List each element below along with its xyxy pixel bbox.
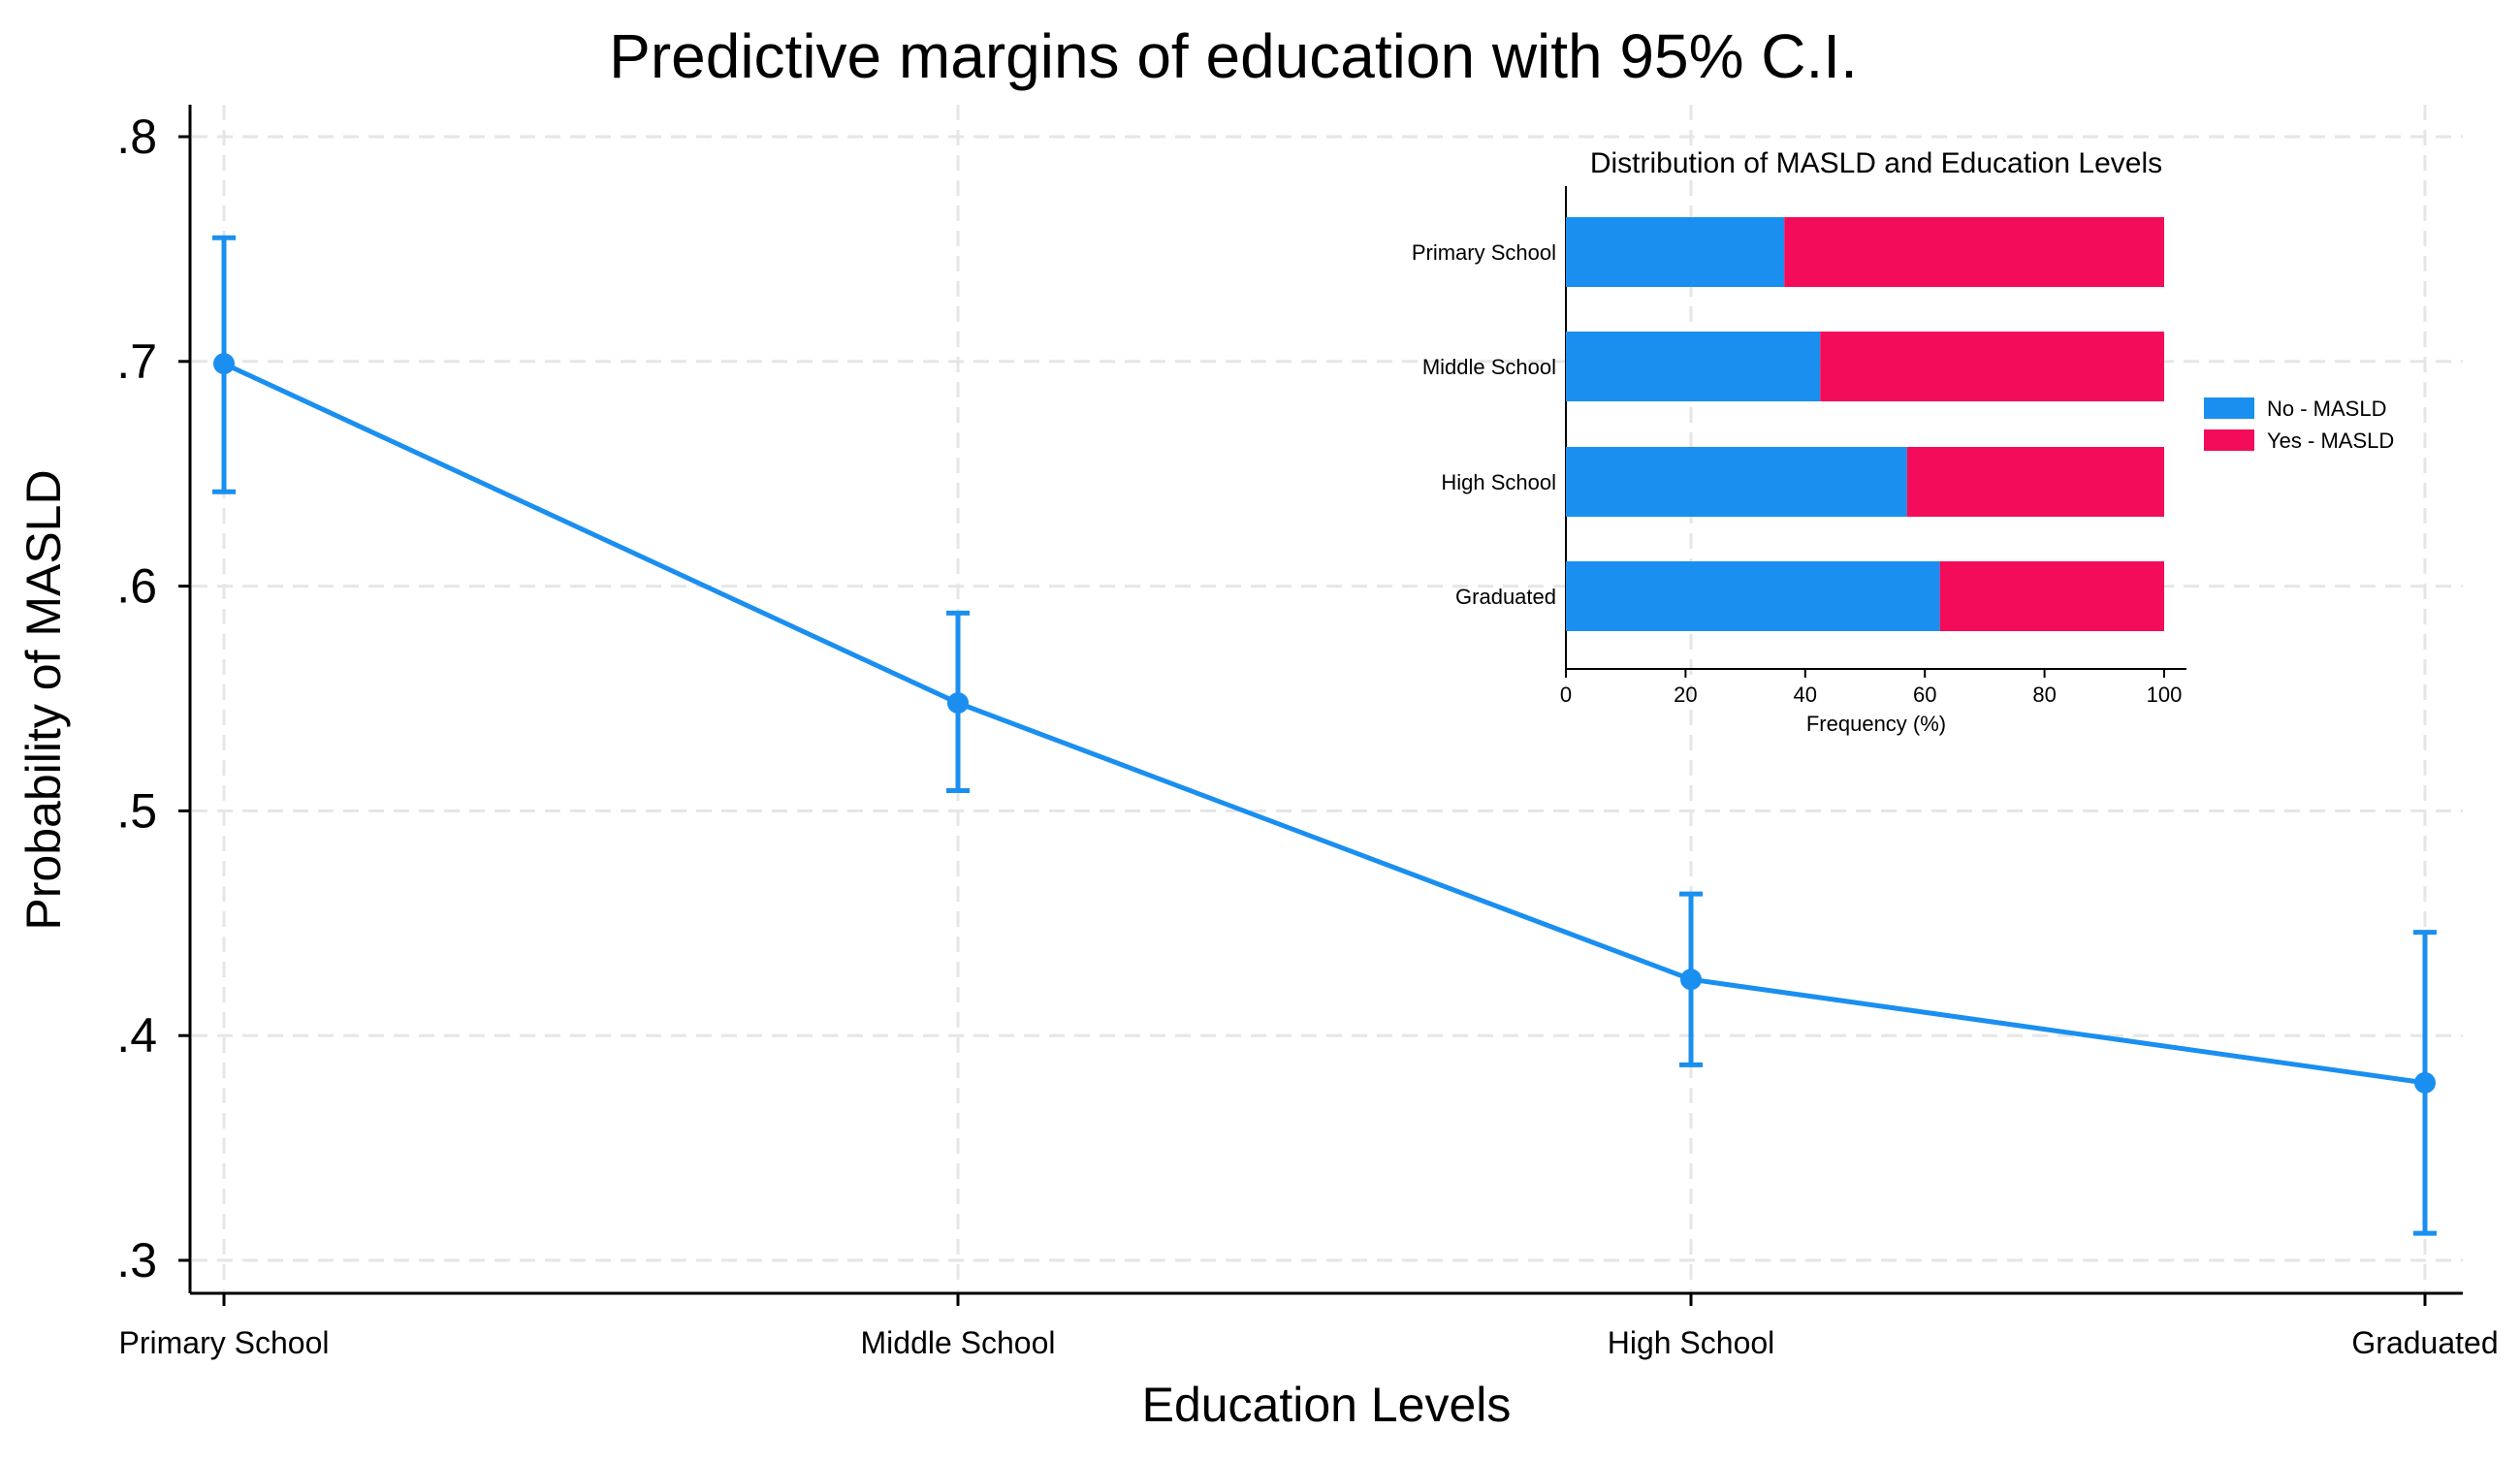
main-x-axis-label: Education Levels bbox=[1142, 1378, 1512, 1432]
inset-title: Distribution of MASLD and Education Leve… bbox=[1590, 147, 2162, 179]
main-y-tick-label: .3 bbox=[116, 1233, 157, 1287]
inset-bar-segment bbox=[1566, 332, 1821, 401]
inset-chart: Distribution of MASLD and Education Leve… bbox=[1412, 147, 2394, 736]
inset-category-label: High School bbox=[1441, 470, 1556, 494]
main-series-line bbox=[222, 361, 2426, 1086]
main-points bbox=[213, 353, 2436, 1094]
main-data-point bbox=[2414, 1071, 2436, 1094]
inset-legend-label: Yes - MASLD bbox=[2267, 429, 2394, 453]
inset-category-labels: Primary School Middle School High School Gr… bbox=[1412, 240, 1556, 609]
main-y-tick-label: .4 bbox=[116, 1008, 157, 1063]
inset-x-tick-label: 80 bbox=[2032, 683, 2056, 707]
main-title: Predictive margins of education with 95%… bbox=[609, 21, 1858, 91]
inset-category-label: Graduated bbox=[1455, 585, 1556, 609]
inset-legend-label: No - MASLD bbox=[2267, 397, 2386, 421]
main-y-ticks: .3 .4 .5 .6 .7 .8 bbox=[116, 110, 190, 1287]
inset-legend: No - MASLD Yes - MASLD bbox=[2204, 397, 2394, 453]
main-series-polyline bbox=[222, 361, 2426, 1086]
inset-bar-segment bbox=[1939, 561, 2164, 631]
inset-category-label: Middle School bbox=[1422, 355, 1556, 379]
inset-bar-segment bbox=[1566, 217, 1785, 287]
inset-bar-segment bbox=[1784, 217, 2164, 287]
main-y-tick-label: .6 bbox=[116, 559, 157, 614]
inset-bar-segment bbox=[1820, 332, 2164, 401]
inset-x-ticks: 0 20 40 60 80 100 bbox=[1560, 669, 2182, 707]
main-y-tick-label: .5 bbox=[116, 783, 157, 838]
inset-x-tick-label: 40 bbox=[1794, 683, 1817, 707]
main-x-tick-label: Middle School bbox=[861, 1325, 1056, 1360]
main-x-tick-label: Graduated bbox=[2351, 1325, 2498, 1360]
main-data-point bbox=[1680, 969, 1702, 991]
inset-legend-swatch bbox=[2204, 429, 2254, 451]
inset-x-axis-label: Frequency (%) bbox=[1806, 712, 1946, 736]
inset-bars bbox=[1566, 217, 2164, 631]
main-data-point bbox=[947, 692, 969, 715]
main-y-tick-label: .8 bbox=[116, 110, 157, 164]
main-chart: Predictive margins of education with 95%… bbox=[16, 21, 2499, 1432]
inset-legend-swatch bbox=[2204, 397, 2254, 419]
main-x-tick-label: Primary School bbox=[119, 1325, 330, 1360]
inset-x-tick-label: 20 bbox=[1674, 683, 1697, 707]
inset-bar-segment bbox=[1906, 447, 2164, 517]
inset-bar-segment bbox=[1566, 447, 1907, 517]
inset-x-tick-label: 100 bbox=[2147, 683, 2183, 707]
inset-x-tick-label: 60 bbox=[1913, 683, 1936, 707]
inset-bar-segment bbox=[1566, 561, 1940, 631]
main-y-axis-label: Probability of MASLD bbox=[16, 469, 71, 930]
main-x-tick-label: High School bbox=[1608, 1325, 1775, 1360]
inset-x-tick-label: 0 bbox=[1560, 683, 1572, 707]
inset-category-label: Primary School bbox=[1412, 240, 1556, 265]
main-data-point bbox=[213, 353, 235, 375]
main-x-ticks: Primary School Middle School High School Gr… bbox=[119, 1293, 2499, 1360]
main-y-tick-label: .7 bbox=[116, 334, 157, 389]
